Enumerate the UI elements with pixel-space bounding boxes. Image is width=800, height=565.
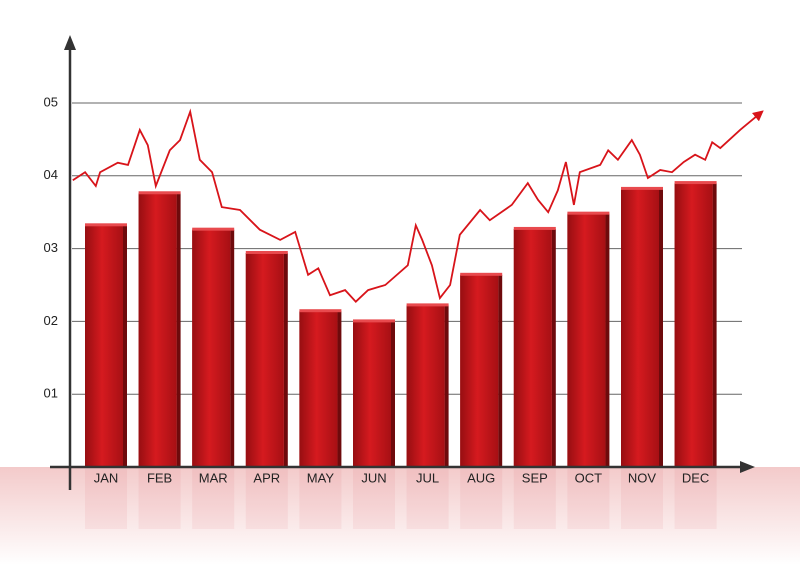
- bar-top: [353, 319, 395, 323]
- bar-reflection: [406, 469, 449, 529]
- y-axis-arrow: [64, 35, 76, 50]
- bar-shade: [85, 225, 123, 467]
- bar-side: [123, 225, 127, 467]
- bar-side: [283, 252, 288, 467]
- y-tick-label: 01: [44, 386, 58, 401]
- bar-group: [621, 186, 663, 529]
- bar-side: [712, 183, 717, 467]
- bar-group: [674, 181, 717, 529]
- bar-side: [605, 213, 610, 467]
- y-tick-label: 04: [44, 167, 58, 182]
- bar-side: [337, 311, 342, 467]
- bar-shade: [460, 274, 499, 467]
- bar-shade: [245, 252, 284, 467]
- bar-reflection: [621, 469, 663, 529]
- y-tick-label: 02: [44, 313, 58, 328]
- x-tick-label: JUL: [416, 470, 439, 485]
- bar-top: [621, 186, 663, 190]
- bar-reflection: [245, 469, 288, 529]
- bar-shade: [406, 305, 445, 467]
- x-tick-label: NOV: [628, 470, 657, 485]
- bar-top: [245, 250, 288, 254]
- bar-reflection: [299, 469, 342, 529]
- bar-reflection: [138, 469, 181, 529]
- x-tick-label: JAN: [94, 470, 119, 485]
- bar-group: [567, 211, 610, 529]
- bar-shade: [567, 213, 606, 467]
- bar-side: [391, 321, 395, 467]
- bar-reflection: [567, 469, 610, 529]
- bar-shade: [513, 228, 552, 467]
- x-tick-label: SEP: [522, 470, 548, 485]
- bar-reflection: [513, 469, 556, 529]
- bar-shade: [674, 183, 713, 467]
- bar-group: [460, 272, 503, 529]
- labels: 01 02 03 04 05 JAN FEB MAR APR MAY JUN JUL AUG SEP OCT…: [44, 94, 710, 485]
- x-tick-label: MAR: [199, 470, 228, 485]
- bar-group: [192, 227, 235, 529]
- x-tick-label: OCT: [575, 470, 603, 485]
- bar-top: [674, 181, 717, 185]
- floor: [0, 467, 800, 565]
- x-tick-label: FEB: [147, 470, 172, 485]
- bar-shade: [621, 188, 659, 468]
- bar-top: [567, 211, 610, 215]
- bar-reflection: [85, 469, 127, 529]
- bars: [85, 181, 717, 529]
- bar-top: [406, 303, 449, 307]
- y-tick-label: 03: [44, 240, 58, 255]
- bar-side: [551, 228, 556, 467]
- bar-shade: [353, 321, 391, 467]
- bar-group: [245, 250, 288, 529]
- bar-reflection: [460, 469, 503, 529]
- bar-reflection: [192, 469, 235, 529]
- bar-group: [513, 226, 556, 529]
- bar-group: [353, 319, 395, 529]
- bar-shade: [138, 193, 177, 467]
- bar-side: [444, 305, 449, 467]
- bar-side: [176, 193, 181, 467]
- x-tick-label: MAY: [307, 470, 335, 485]
- x-tick-label: APR: [253, 470, 280, 485]
- x-axis-arrow: [740, 461, 755, 473]
- x-tick-label: DEC: [682, 470, 709, 485]
- bar-top: [299, 309, 342, 313]
- bar-shade: [192, 229, 231, 467]
- bar-top: [192, 227, 235, 231]
- line: [72, 108, 764, 303]
- bar-group: [85, 223, 127, 529]
- x-tick-label: AUG: [467, 470, 495, 485]
- bar-group: [138, 191, 181, 529]
- y-tick-label: 05: [44, 94, 58, 109]
- bar-shade: [299, 311, 338, 467]
- bar-top: [460, 272, 503, 276]
- bar-reflection: [674, 469, 717, 529]
- x-tick-label: JUN: [361, 470, 386, 485]
- bar-reflection: [353, 469, 395, 529]
- bar-top: [138, 191, 181, 195]
- bar-group: [299, 309, 342, 529]
- lines: [72, 108, 764, 303]
- bar-top: [85, 223, 127, 227]
- bar-group: [406, 303, 449, 529]
- bar-top: [513, 226, 556, 230]
- bar-side: [230, 229, 235, 467]
- bar-side: [659, 188, 663, 468]
- bar-side: [498, 274, 503, 467]
